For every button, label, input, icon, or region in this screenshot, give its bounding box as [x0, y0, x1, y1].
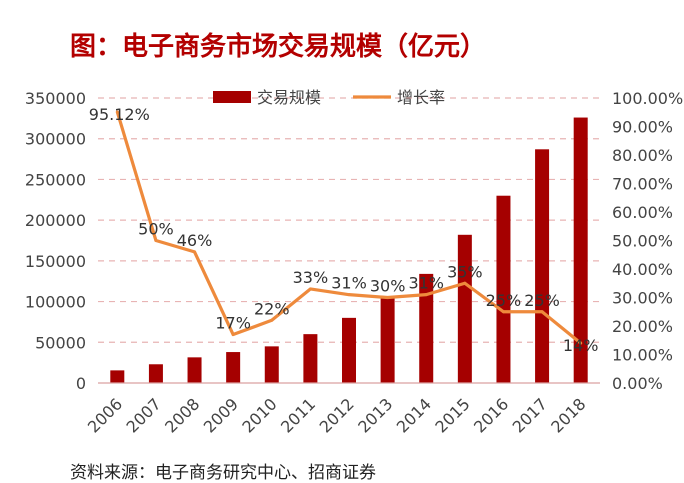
line-point — [308, 287, 312, 291]
line-point — [386, 296, 390, 299]
y-right-tick-label: 70.00% — [612, 175, 673, 194]
growth-rate-label: 46% — [177, 231, 213, 250]
y-left-tick-label: 50000 — [35, 333, 86, 352]
bar — [187, 357, 202, 383]
growth-rate-label: 50% — [138, 220, 174, 239]
bar — [496, 195, 511, 383]
line-point — [154, 239, 158, 242]
y-right-tick-label: 40.00% — [612, 260, 673, 279]
y-left-tick-label: 200000 — [25, 211, 86, 230]
growth-rate-label: 30% — [370, 277, 406, 296]
line-point — [463, 281, 467, 285]
x-tick-label: 2015 — [431, 394, 473, 436]
line-point — [115, 110, 119, 114]
x-tick-label: 2006 — [84, 394, 126, 436]
x-tick-label: 2016 — [470, 394, 512, 436]
y-left-tick-label: 250000 — [25, 170, 86, 189]
x-tick-label: 2008 — [161, 394, 203, 436]
line-point — [501, 310, 505, 314]
x-tick-label: 2011 — [277, 394, 319, 436]
y-right-tick-label: 50.00% — [612, 232, 673, 251]
bar — [264, 346, 279, 383]
line-point — [347, 293, 351, 297]
chart-title: 图：电子商务市场交易规模（亿元） — [70, 32, 487, 62]
bar — [380, 298, 395, 383]
growth-rate-label: 22% — [254, 299, 290, 318]
growth-rate-label: 31% — [408, 274, 444, 293]
legend-swatch-bar — [213, 91, 251, 103]
growth-rate-label: 35% — [447, 262, 483, 281]
bar — [419, 273, 434, 383]
bar — [303, 334, 318, 383]
growth-rate-label: 33% — [293, 268, 329, 287]
bar — [457, 234, 472, 383]
x-tick-label: 2010 — [238, 394, 280, 436]
x-tick-label: 2014 — [393, 394, 435, 436]
x-tick-label: 2018 — [547, 394, 589, 436]
x-tick-label: 2007 — [123, 394, 165, 436]
y-right-tick-label: 90.00% — [612, 118, 673, 137]
y-left-tick-label: 350000 — [25, 89, 86, 108]
growth-rate-label: 14% — [563, 336, 599, 355]
y-right-tick-label: 30.00% — [612, 289, 673, 308]
growth-rate-label: 17% — [215, 314, 251, 333]
growth-rate-label: 95.12% — [89, 105, 150, 124]
growth-rate-label: 25% — [486, 291, 522, 310]
line-point — [270, 318, 274, 322]
growth-rate-label: 31% — [331, 274, 367, 293]
growth-rate-label: 25% — [524, 291, 560, 310]
y-left-tick-label: 150000 — [25, 252, 86, 271]
y-right-tick-label: 20.00% — [612, 317, 673, 336]
line-point — [231, 333, 235, 337]
y-right-tick-label: 60.00% — [612, 203, 673, 222]
line-point — [540, 310, 544, 314]
line-point — [193, 250, 197, 254]
bar — [342, 317, 356, 383]
line-point — [579, 341, 583, 345]
line-point — [424, 293, 428, 297]
y-right-tick-label: 10.00% — [612, 346, 673, 365]
y-right-tick-label: 0.00% — [612, 374, 663, 393]
bar — [148, 364, 163, 383]
y-right-tick-label: 80.00% — [612, 146, 673, 165]
bar — [110, 370, 125, 383]
x-tick-label: 2009 — [200, 394, 242, 436]
bar — [535, 149, 550, 383]
y-left-tick-label: 100000 — [25, 293, 86, 312]
x-tick-label: 2012 — [316, 394, 358, 436]
legend-label-line: 增长率 — [397, 88, 445, 107]
y-left-tick-label: 300000 — [25, 130, 86, 149]
bar — [573, 117, 588, 384]
x-tick-label: 2017 — [509, 394, 551, 436]
x-tick-label: 2013 — [354, 394, 396, 436]
y-left-tick-label: 0 — [76, 374, 86, 393]
bar — [226, 352, 241, 383]
source-note: 资料来源：电子商务研究中心、招商证券 — [70, 463, 376, 483]
legend-label-bar: 交易规模 — [257, 88, 321, 107]
y-right-tick-label: 100.00% — [612, 89, 683, 108]
